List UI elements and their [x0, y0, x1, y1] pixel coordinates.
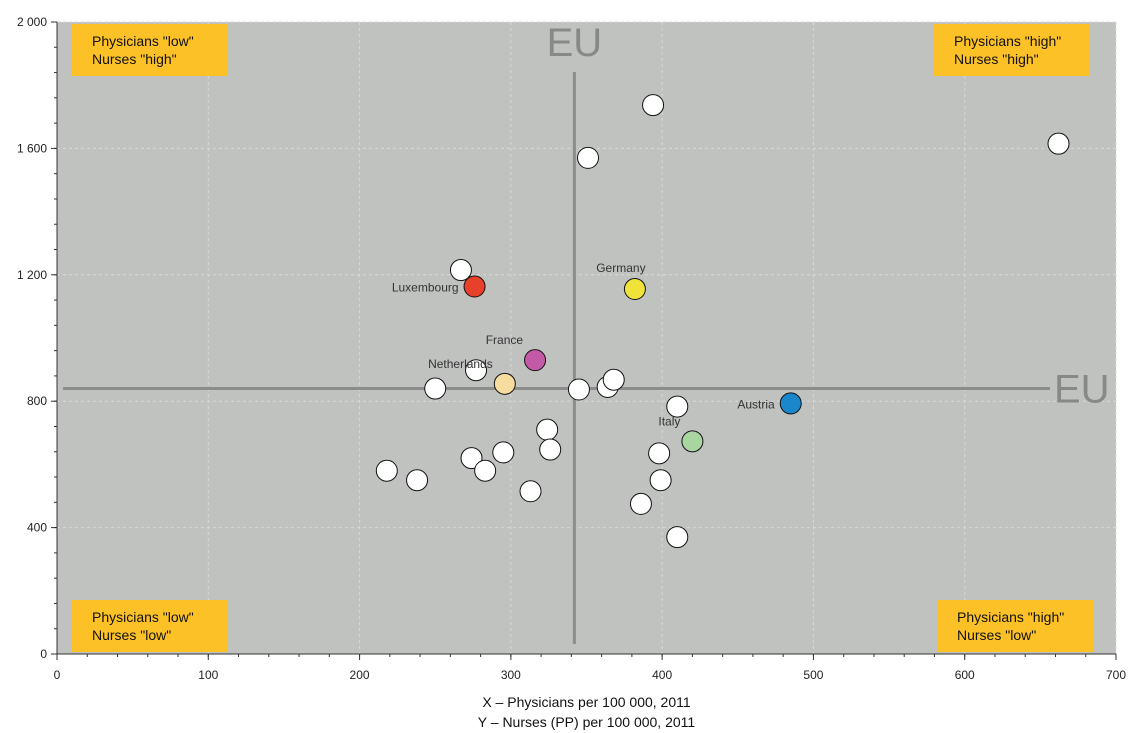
data-point [577, 146, 600, 169]
point-label-netherlands: Netherlands [428, 357, 493, 371]
quadrant-labels: Physicians "low"Nurses "high"Physicians … [72, 24, 1093, 652]
data-point [602, 368, 625, 391]
x-tick-label: 200 [350, 668, 370, 682]
data-point [424, 377, 447, 400]
quadrant-line2: Nurses "high" [954, 51, 1039, 67]
y-tick-label: 0 [40, 647, 47, 661]
point-label-austria: Austria [737, 397, 775, 411]
quadrant-box-bottom-left: Physicians "low" Nurses "low" [72, 600, 228, 652]
grid [57, 21, 1117, 654]
data-point-italy [681, 430, 704, 453]
quadrant-box-bg [72, 600, 228, 652]
x-tick-label: 600 [955, 668, 975, 682]
y-tick-label: 1 200 [17, 268, 47, 282]
data-point [666, 526, 689, 549]
eu-label-vertical: EU [547, 21, 603, 65]
eu-reference: EU EU [63, 21, 1110, 644]
axes: 0 100 200 300 400 500 600 700 0 400 800 1 200 1 600 2… [17, 15, 1126, 682]
x-tick-label: 300 [501, 668, 521, 682]
data-point [460, 447, 483, 470]
x-tick-label: 700 [1106, 668, 1126, 682]
point-label-france: France [486, 333, 524, 347]
data-point [567, 378, 590, 401]
data-point [449, 259, 472, 282]
data-point [375, 459, 398, 482]
point-label-italy: Italy [658, 414, 680, 428]
x-tick-label: 100 [198, 668, 218, 682]
quadrant-box-bg [72, 24, 228, 76]
data-point [666, 395, 689, 418]
point-label-luxembourg: Luxembourg [392, 280, 459, 294]
quadrant-line1: Physicians "high" [957, 609, 1064, 625]
data-point [519, 480, 542, 503]
quadrant-box-bottom-right: Physicians "high" Nurses "low" [937, 600, 1093, 652]
quadrant-line1: Physicians "low" [92, 33, 194, 49]
data-point [649, 469, 672, 492]
y-tick-label: 1 600 [17, 141, 47, 155]
data-point [648, 442, 671, 465]
quadrant-line2: Nurses "high" [92, 51, 177, 67]
x-tick-label: 0 [54, 668, 61, 682]
plot-area [57, 22, 1116, 654]
x-axis-title: X – Physicians per 100 000, 2011 [482, 694, 691, 710]
data-point-germany [623, 278, 646, 301]
quadrant-line2: Nurses "low" [92, 627, 171, 643]
quadrant-box-bg [934, 24, 1090, 76]
quadrant-line1: Physicians "low" [92, 609, 194, 625]
data-point [406, 469, 429, 492]
y-tick-label: 800 [27, 394, 47, 408]
data-point [465, 359, 488, 382]
data-point-luxembourg [463, 275, 486, 298]
y-tick-label: 400 [27, 521, 47, 535]
data-point [629, 492, 652, 515]
data-point [492, 441, 515, 464]
y-axis-title: Y – Nurses (PP) per 100 000, 2011 [478, 714, 696, 730]
quadrant-box-top-left: Physicians "low" Nurses "high" [72, 24, 228, 76]
quadrant-line1: Physicians "high" [954, 33, 1061, 49]
eu-label-horizontal: EU [1054, 368, 1110, 412]
quadrant-box-bg [937, 600, 1093, 652]
point-label-germany: Germany [596, 261, 645, 275]
data-point [474, 459, 497, 482]
data-point [642, 94, 665, 117]
data-point [1047, 132, 1070, 155]
data-point-austria [779, 392, 802, 415]
data-point [536, 418, 559, 441]
data-points [375, 94, 1070, 549]
quadrant-line2: Nurses "low" [957, 627, 1036, 643]
x-tick-label: 400 [652, 668, 672, 682]
quadrant-box-top-right: Physicians "high" Nurses "high" [934, 24, 1090, 76]
point-labels: Luxembourg Germany France Netherlands Austri… [392, 261, 775, 428]
y-tick-label: 2 000 [17, 15, 47, 29]
data-point-france [524, 349, 547, 372]
data-point [539, 438, 562, 461]
x-tick-label: 500 [803, 668, 823, 682]
data-point-netherlands [493, 372, 516, 395]
